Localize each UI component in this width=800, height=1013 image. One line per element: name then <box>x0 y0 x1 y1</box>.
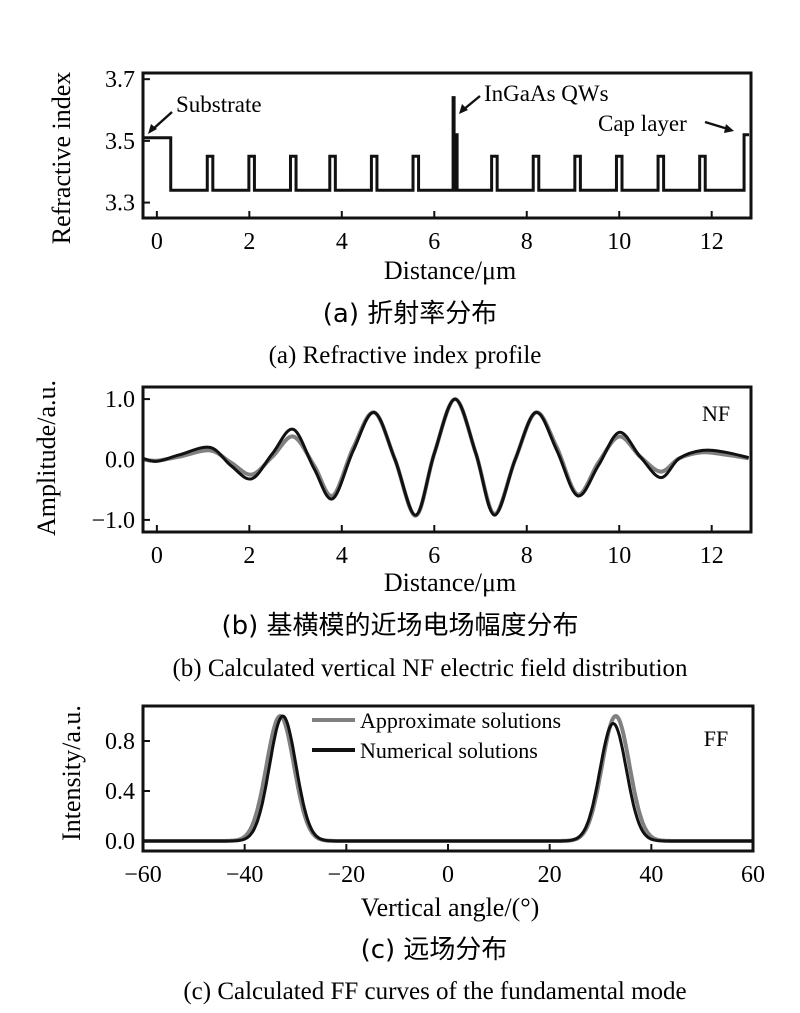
panel-a-x-tick-label: 12 <box>700 229 724 255</box>
panel-a-x-tick-label: 0 <box>151 229 163 255</box>
panel-c-x-ticks: −60 −40 −20 0 20 40 60 <box>124 844 765 888</box>
annotation-substrate-arrowhead <box>148 124 157 134</box>
panel-a-ylabel: Refractive index <box>47 72 76 245</box>
panel-c-x-tick-label: −20 <box>328 862 366 888</box>
panel-c-x-tick-label: 0 <box>442 862 454 888</box>
panel-b: Amplitude/a.u. −1.0 0.0 1.0 0 2 4 6 8 10 12 NF D… <box>32 380 753 682</box>
panel-c: Intensity/a.u. 0.0 0.4 0.8 −60 −40 −20 0 20 40 6… <box>57 704 765 1005</box>
panel-b-x-tick-label: 8 <box>521 543 533 569</box>
panel-b-caption-en: (b) Calculated vertical NF electric fiel… <box>172 655 688 682</box>
panel-a-frame <box>141 71 753 220</box>
panel-b-nf-label: NF <box>702 401 730 426</box>
panel-b-x-ticks: 0 2 4 6 8 10 12 <box>151 525 724 569</box>
annotation-substrate-arrow <box>151 111 173 131</box>
panel-a-x-tick-label: 8 <box>521 229 533 255</box>
panel-b-frame <box>141 385 753 534</box>
panel-b-x-tick-label: 2 <box>243 543 255 569</box>
panel-c-caption-zh: (c) 远场分布 <box>361 935 508 965</box>
panel-a-x-tick-label: 6 <box>428 229 440 255</box>
panel-a: Refractive index 3.3 3.5 3.7 0 2 4 6 8 10 12 Sub… <box>47 67 753 369</box>
panel-b-y-tick-label: 0.0 <box>105 448 135 474</box>
panel-c-ylabel: Intensity/a.u. <box>57 705 86 841</box>
annotation-ingaas-qws: InGaAs QWs <box>484 81 609 106</box>
panel-b-y-tick-label: 1.0 <box>105 387 135 413</box>
panel-c-series <box>142 714 754 843</box>
panel-c-x-tick-label: −60 <box>124 862 162 888</box>
panel-b-series <box>142 397 750 518</box>
ff-numerical-curve <box>142 714 754 843</box>
panel-a-y-tick-label: 3.5 <box>105 129 135 155</box>
panel-a-refractive-index-line <box>143 96 750 192</box>
panel-c-legend: Approximate solutions Numerical solution… <box>312 708 561 763</box>
annotation-qws-arrowhead <box>459 104 468 114</box>
panel-c-y-ticks: 0.0 0.4 0.8 <box>105 729 150 855</box>
panel-c-y-tick-label: 0.4 <box>105 779 135 805</box>
panel-b-x-tick-label: 12 <box>700 543 724 569</box>
legend-label-numerical: Numerical solutions <box>360 738 538 763</box>
panel-c-caption-en: (c) Calculated FF curves of the fundamen… <box>183 978 686 1005</box>
nf-black-curve <box>142 397 750 517</box>
panel-c-frame <box>141 704 755 853</box>
panel-a-y-ticks: 3.3 3.5 3.7 <box>105 67 150 217</box>
panel-a-xlabel: Distance/μm <box>384 256 516 285</box>
panel-c-ff-label: FF <box>704 726 728 751</box>
panel-b-x-tick-label: 4 <box>336 543 348 569</box>
panel-b-x-tick-label: 10 <box>607 543 631 569</box>
legend-label-approximate: Approximate solutions <box>360 708 561 733</box>
panel-c-xlabel: Vertical angle/(°) <box>361 893 540 922</box>
annotation-qws-arrow <box>462 95 481 111</box>
panel-b-x-tick-label: 0 <box>151 543 163 569</box>
panel-b-y-tick-label: −1.0 <box>91 508 135 534</box>
annotation-cap-layer: Cap layer <box>598 111 687 136</box>
panel-b-y-ticks: −1.0 0.0 1.0 <box>91 387 150 534</box>
panel-b-xlabel: Distance/μm <box>384 568 516 597</box>
panel-a-annotations: Substrate InGaAs QWs Cap layer <box>148 81 734 136</box>
panel-a-x-tick-label: 10 <box>607 229 631 255</box>
panel-a-caption-zh: (a) 折射率分布 <box>323 299 498 329</box>
panel-c-x-tick-label: 20 <box>538 862 562 888</box>
panel-a-caption-en: (a) Refractive index profile <box>269 342 542 369</box>
panel-b-x-tick-label: 6 <box>428 543 440 569</box>
ff-approximate-curve <box>142 714 754 843</box>
panel-b-caption-zh: (b) 基横模的近场电场幅度分布 <box>221 611 578 641</box>
panel-b-ylabel: Amplitude/a.u. <box>32 380 61 536</box>
panel-a-x-tick-label: 2 <box>243 229 255 255</box>
annotation-substrate: Substrate <box>176 92 262 117</box>
panel-a-x-tick-label: 4 <box>336 229 348 255</box>
panel-c-x-tick-label: 40 <box>639 862 663 888</box>
annotation-cap-arrowhead <box>724 124 734 133</box>
panel-c-x-tick-label: 60 <box>741 862 765 888</box>
annotation-cap-arrow <box>704 120 729 131</box>
panel-a-y-tick-label: 3.3 <box>105 191 135 217</box>
panel-c-x-tick-label: −40 <box>226 862 264 888</box>
panel-c-y-tick-label: 0.0 <box>105 829 135 855</box>
panel-a-y-tick-label: 3.7 <box>105 67 135 93</box>
panel-c-y-tick-label: 0.8 <box>105 729 135 755</box>
